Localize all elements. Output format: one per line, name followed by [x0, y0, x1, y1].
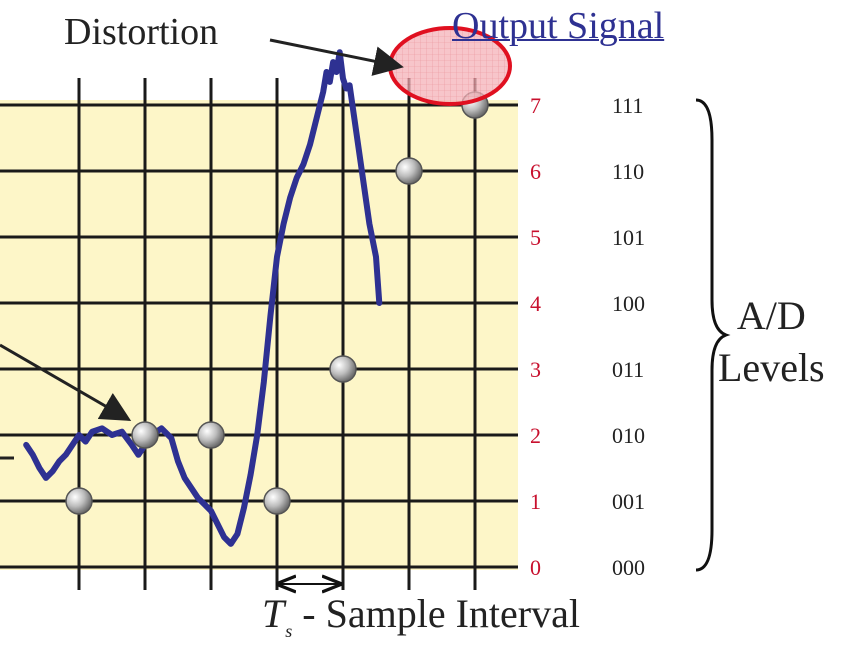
ts-subscript: s	[285, 621, 293, 641]
level-number-0: 0	[530, 555, 541, 580]
distortion-arrow	[269, 38, 404, 76]
ad-levels-label: A/D Levels	[718, 290, 825, 394]
binary-code-labels: 000 001 010 011 100 101 110 111	[612, 93, 645, 580]
output-signal-line	[23, 49, 383, 547]
level-code-4: 100	[612, 291, 645, 316]
level-number-4: 4	[530, 291, 541, 316]
level-number-1: 1	[530, 489, 541, 514]
sample-point-5	[329, 355, 357, 383]
ts-symbol: T	[262, 591, 285, 636]
level-code-2: 010	[612, 423, 645, 448]
ts-text: - Sample Interval	[292, 591, 580, 636]
distortion-label: Distortion	[64, 11, 219, 53]
level-number-6: 6	[530, 159, 541, 184]
level-number-7: 7	[530, 93, 541, 118]
sample-pointer-arrow	[0, 343, 132, 422]
output-signal-label: Output Signal	[452, 5, 665, 47]
ad-levels-line1: A/D	[736, 293, 806, 338]
sample-point-4	[263, 487, 291, 515]
level-number-2: 2	[530, 423, 541, 448]
sample-interval-label: Ts - Sample Interval	[262, 590, 580, 642]
level-code-0: 000	[612, 555, 645, 580]
sample-point-2	[131, 421, 159, 449]
right-brace	[695, 98, 731, 572]
level-code-7: 111	[612, 93, 643, 118]
sample-point-6	[395, 157, 423, 185]
level-code-6: 110	[612, 159, 644, 184]
ad-levels-line2: Levels	[718, 345, 825, 390]
level-labels: 0 1 2 3 4 5 6 7	[530, 93, 541, 580]
level-number-5: 5	[530, 225, 541, 250]
sample-point-3	[197, 421, 225, 449]
sample-point-1	[65, 487, 93, 515]
grid	[0, 78, 518, 590]
level-code-1: 001	[612, 489, 645, 514]
level-code-5: 101	[612, 225, 645, 250]
level-number-3: 3	[530, 357, 541, 382]
level-code-3: 011	[612, 357, 644, 382]
